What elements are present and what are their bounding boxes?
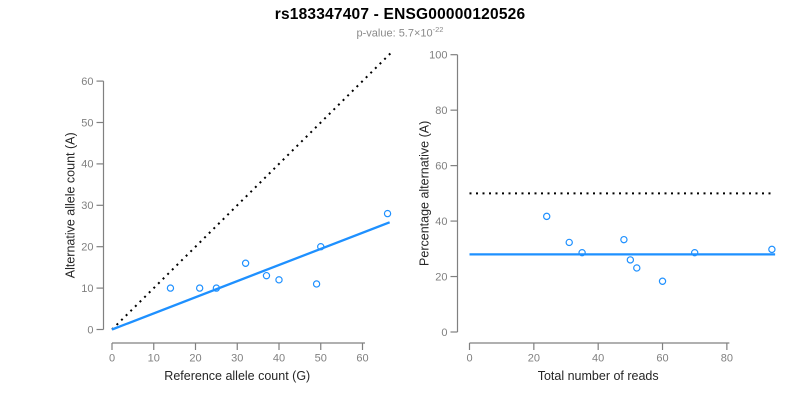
data-point — [166, 284, 175, 292]
y-tick-label: 60 — [81, 76, 93, 88]
x-tick-label: 60 — [656, 353, 668, 365]
fit-line — [111, 221, 391, 331]
y-tick-label: 40 — [81, 159, 93, 171]
p-value-exponent: -22 — [432, 25, 444, 34]
y-tick-label: 0 — [441, 327, 447, 339]
data-point — [768, 245, 776, 254]
right-scatter-plot: 0 20 40 60 80 100 0 20 40 60 80 Total number of rea… — [418, 50, 776, 383]
data-point — [383, 209, 392, 218]
y-tick-label: 50 — [81, 117, 93, 129]
y-tick-label: 80 — [435, 105, 447, 117]
x-tick-label: 10 — [148, 353, 160, 365]
x-tick-label: 20 — [189, 353, 201, 365]
data-point — [317, 242, 325, 251]
data-point — [626, 256, 635, 264]
data-point — [658, 277, 667, 285]
left-scatter-plot: 0 10 20 30 40 50 60 0 10 20 30 40 50 60 Reference alle… — [64, 52, 392, 383]
data-point — [262, 271, 271, 280]
x-tick-label: 60 — [356, 353, 368, 365]
data-point — [565, 238, 573, 247]
y-axis-title: Percentage alternative (A) — [418, 121, 432, 266]
data-point — [195, 284, 204, 292]
x-tick-label: 50 — [315, 353, 327, 365]
x-axis-title: Reference allele count (G) — [164, 369, 310, 383]
x-axis-title: Total number of reads — [538, 369, 659, 383]
y-tick-label: 20 — [81, 242, 93, 254]
y-axis-title: Alternative allele count (A) — [64, 132, 78, 278]
x-tick-label: 20 — [528, 353, 540, 365]
p-value-text: p-value: 5.7×10 — [356, 27, 433, 40]
y-tick-label: 20 — [435, 271, 447, 283]
data-point — [620, 235, 628, 244]
data-point — [241, 259, 250, 267]
x-tick-label: 80 — [721, 353, 733, 365]
data-point — [633, 264, 641, 272]
identity-line — [111, 52, 392, 331]
y-tick-label: 30 — [81, 200, 93, 212]
x-tick-label: 0 — [109, 353, 115, 365]
x-tick-label: 0 — [466, 353, 472, 365]
y-tick-label: 0 — [87, 324, 93, 336]
x-tick-label: 40 — [592, 353, 604, 365]
x-tick-label: 40 — [273, 353, 285, 365]
data-point — [578, 248, 586, 257]
figure-title: rs183347407 - ENSG00000120526 — [274, 6, 526, 23]
data-point — [312, 280, 321, 288]
data-point — [275, 276, 283, 284]
data-point — [690, 248, 699, 257]
y-tick-label: 10 — [81, 283, 93, 295]
x-tick-label: 30 — [231, 353, 243, 365]
y-tick-label: 60 — [435, 160, 447, 172]
y-tick-label: 100 — [429, 50, 447, 62]
data-point — [212, 284, 221, 292]
y-tick-label: 40 — [435, 216, 447, 228]
data-point — [543, 212, 551, 221]
p-value-subtitle: p-value: 5.7×10-22 — [0, 25, 800, 40]
